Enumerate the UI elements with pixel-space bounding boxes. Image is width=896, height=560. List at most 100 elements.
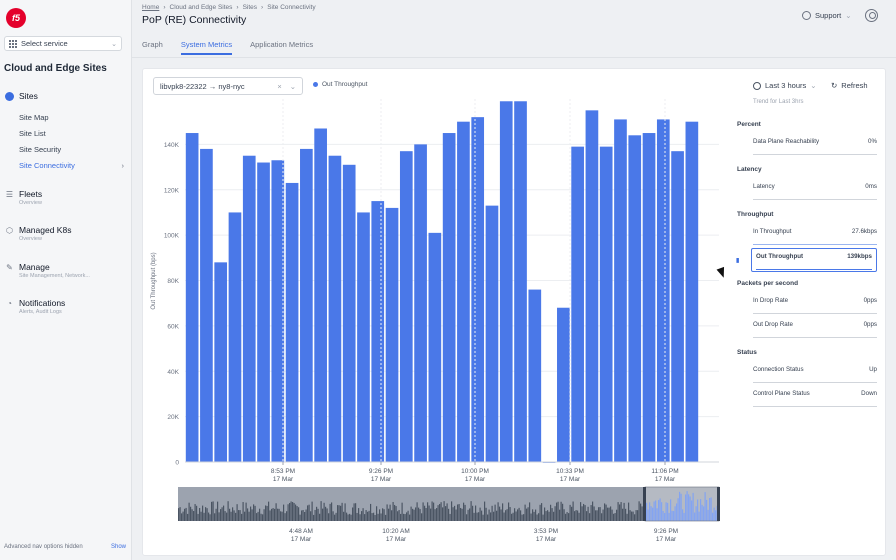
overview-bar <box>541 503 543 521</box>
overview-bar <box>373 512 375 521</box>
breadcrumb-item[interactable]: Cloud and Edge Sites <box>169 4 233 11</box>
overview-bar <box>650 506 652 521</box>
overview-bar <box>584 505 586 521</box>
overview-bar <box>256 513 258 521</box>
overview-bar <box>325 506 327 521</box>
overview-bar <box>241 513 243 521</box>
overview-bar <box>694 512 696 521</box>
connection-select[interactable]: libvpk8-22322 → ny8-nyc × ⌄ <box>153 77 303 95</box>
overview-bar <box>194 504 196 521</box>
overview-bar <box>425 508 427 521</box>
overview-bar <box>506 509 508 521</box>
overview-tick-label: 17 Mar <box>291 536 312 543</box>
chevron-down-icon: ⌄ <box>111 40 117 48</box>
metric-row-latency[interactable]: Latency 0ms <box>753 179 877 203</box>
tab-application-metrics[interactable]: Application Metrics <box>250 40 314 49</box>
overview-bar <box>698 511 700 521</box>
service-select[interactable]: Select service ⌄ <box>4 36 122 51</box>
sidebar-item-sites[interactable]: Sites <box>0 91 132 101</box>
overview-bar <box>268 501 270 521</box>
overview-bar <box>673 511 675 521</box>
overview-bar <box>316 506 318 521</box>
overview-bar <box>265 505 267 521</box>
bar <box>285 182 299 462</box>
sidebar-item-site-connectivity[interactable]: Site Connectivity › <box>0 158 132 174</box>
sidebar-item-site-security[interactable]: Site Security <box>19 145 62 154</box>
overview-bar <box>332 511 334 521</box>
overview-bar <box>308 504 310 521</box>
section-title: Status <box>737 349 757 356</box>
overview-bar <box>299 514 301 521</box>
overview-bar <box>704 492 706 521</box>
overview-brush-handle-left <box>643 487 646 521</box>
overview-bar <box>569 504 571 521</box>
nav-fleets[interactable]: ☰ Fleets Overview <box>0 189 132 206</box>
overview-bar <box>307 505 309 521</box>
overview-bar <box>623 502 625 521</box>
show-link[interactable]: Show <box>110 544 126 550</box>
overview-bar <box>254 505 256 521</box>
overview-bar <box>610 506 612 521</box>
metric-row-control-plane-status[interactable]: Control Plane Status Down <box>753 386 877 410</box>
chevron-down-icon: ⌄ <box>810 81 817 90</box>
overview-bar <box>670 499 672 521</box>
overview-bar <box>655 500 657 521</box>
overview-bar <box>457 504 459 521</box>
overview-bar <box>536 514 538 521</box>
refresh-button[interactable]: ↻ Refresh <box>831 81 868 90</box>
overview-bar <box>575 510 577 521</box>
metric-row-out-drop-rate[interactable]: Out Drop Rate 0pps <box>753 317 877 341</box>
tab-system-metrics[interactable]: System Metrics <box>180 40 233 55</box>
metric-row-out-throughput[interactable]: ▮ Out Throughput 139kbps <box>736 248 877 272</box>
nav-notifications[interactable]: ◔ Notifications Alerts, Audit Logs <box>0 298 132 315</box>
metric-value: Up <box>869 366 877 373</box>
overview-bar <box>703 506 705 521</box>
overview-bar <box>538 513 540 521</box>
metric-row-data-plane-reachability[interactable]: Data Plane Reachability 0% <box>753 134 877 158</box>
overview-bar <box>334 514 336 521</box>
breadcrumb-home[interactable]: Home <box>142 4 160 11</box>
sidebar-item-label: Site Connectivity <box>19 161 75 170</box>
overview-bar <box>530 513 532 521</box>
sidebar-item-site-list[interactable]: Site List <box>19 129 46 138</box>
overview-bar <box>652 507 654 521</box>
overview-bar <box>298 507 300 521</box>
overview-bar <box>706 499 708 521</box>
breadcrumb-item[interactable]: Sites <box>242 4 258 11</box>
y-tick-label: 120K <box>164 187 180 194</box>
metric-sparkline <box>753 192 877 200</box>
overview-bar <box>278 508 280 521</box>
overview-bar <box>592 501 594 521</box>
bar <box>228 212 242 462</box>
metric-row-connection-status[interactable]: Connection Status Up <box>753 362 877 386</box>
overview-bar <box>701 504 703 521</box>
overview-bar <box>490 512 492 521</box>
f5-logo[interactable]: f5 <box>6 8 26 28</box>
overview-bar <box>640 503 642 521</box>
overview-bar <box>535 509 537 521</box>
overview-bar <box>317 508 319 521</box>
clear-icon[interactable]: × <box>277 81 282 91</box>
legend-dot <box>313 82 318 87</box>
support-menu[interactable]: Support ⌄ <box>802 11 852 20</box>
overview-bar <box>364 514 366 521</box>
time-range-select[interactable]: Last 3 hours ⌄ <box>753 81 817 90</box>
user-avatar-icon[interactable] <box>865 9 878 22</box>
overview-bar <box>635 510 637 521</box>
metric-row-in-throughput[interactable]: In Throughput 27.6kbps <box>753 224 877 248</box>
overview-bar <box>686 491 688 521</box>
y-tick-label: 80K <box>167 278 179 285</box>
sidebar-item-site-map[interactable]: Site Map <box>19 113 49 122</box>
chevron-down-icon[interactable]: ⌄ <box>289 81 296 91</box>
x-tick-label: 17 Mar <box>465 476 486 483</box>
metric-sparkline <box>753 330 877 338</box>
nav-manage[interactable]: ✎ Manage Site Management, Network... <box>0 262 132 279</box>
sidebar-item-label: Manage <box>19 262 50 272</box>
overview-bar <box>343 511 345 521</box>
metric-row-in-drop-rate[interactable]: In Drop Rate 0pps <box>753 293 877 317</box>
overview-bar <box>389 504 391 521</box>
metric-sparkline <box>753 399 877 407</box>
nav-managed-k8s[interactable]: ⬡ Managed K8s Overview <box>0 225 132 242</box>
tab-graph[interactable]: Graph <box>142 40 163 49</box>
overview-bar <box>328 513 330 521</box>
